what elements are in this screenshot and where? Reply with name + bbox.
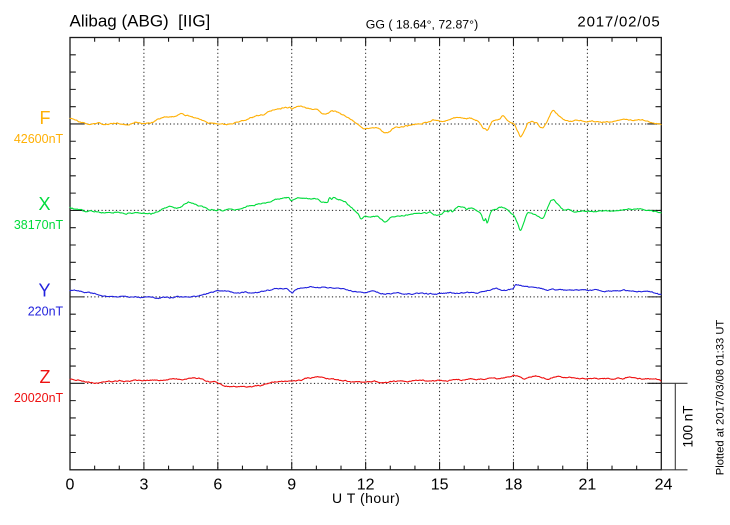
svg-text:42600nT: 42600nT <box>14 132 64 146</box>
svg-text:U T (hour): U T (hour) <box>332 490 400 506</box>
svg-text:F: F <box>40 108 51 128</box>
svg-text:Z: Z <box>40 367 51 387</box>
svg-text:Alibag (ABG) [IIG]: Alibag (ABG) [IIG] <box>70 12 211 31</box>
svg-text:100 nT: 100 nT <box>681 405 696 447</box>
svg-text:Y: Y <box>38 281 50 301</box>
svg-text:18: 18 <box>505 476 523 493</box>
svg-text:24: 24 <box>655 476 673 493</box>
svg-text:9: 9 <box>287 476 296 493</box>
svg-text:220nT: 220nT <box>28 305 64 319</box>
svg-text:20020nT: 20020nT <box>14 391 64 405</box>
svg-text:15: 15 <box>431 476 449 493</box>
svg-text:38170nT: 38170nT <box>14 218 64 232</box>
svg-text:Plotted at 2017/03/08 01:33 UT: Plotted at 2017/03/08 01:33 UT <box>714 320 726 476</box>
svg-text:X: X <box>38 194 50 214</box>
svg-text:6: 6 <box>213 476 222 493</box>
svg-text:21: 21 <box>579 476 597 493</box>
svg-text:3: 3 <box>139 476 148 493</box>
svg-text:12: 12 <box>357 476 375 493</box>
svg-text:0: 0 <box>66 476 75 493</box>
svg-text:GG ( 18.64°, 72.87°): GG ( 18.64°, 72.87°) <box>366 18 478 32</box>
svg-text:2017/02/05: 2017/02/05 <box>577 14 660 31</box>
